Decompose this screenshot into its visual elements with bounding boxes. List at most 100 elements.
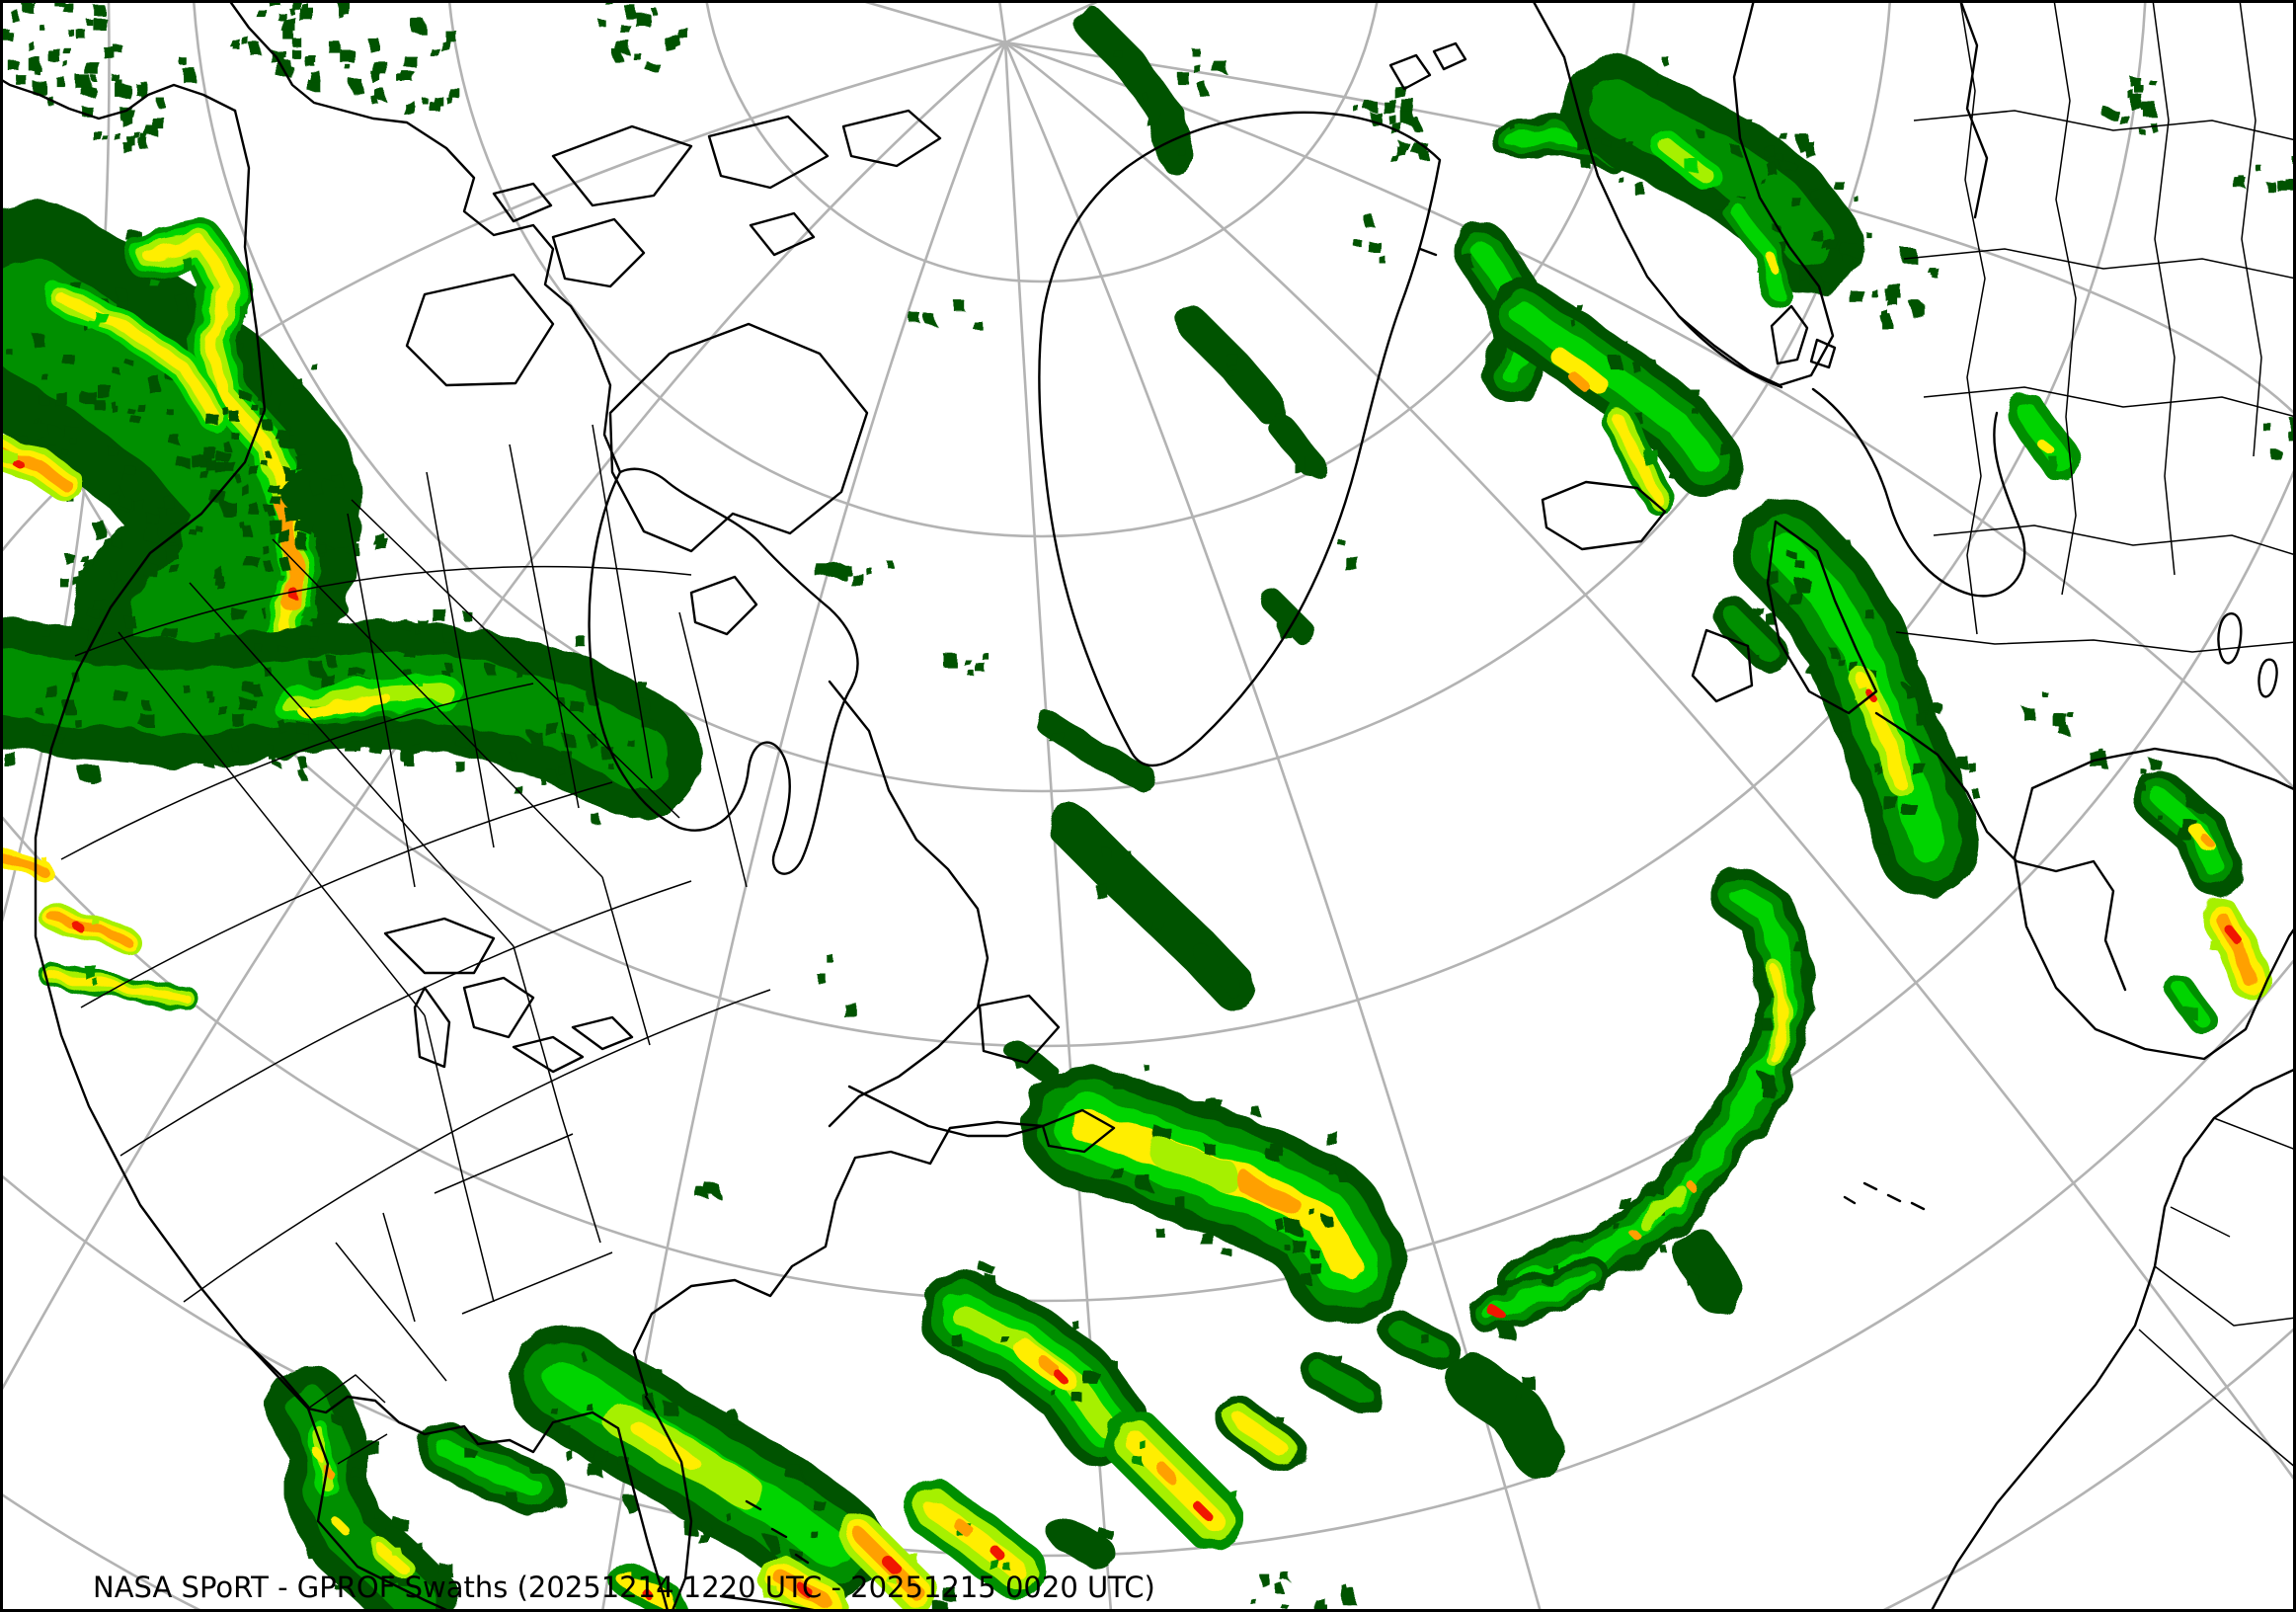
swath-speckle-pixel: [971, 319, 981, 328]
swath-speckle-pixel: [7, 350, 14, 357]
swath-speckle-pixel: [1791, 197, 1801, 207]
coastline-path: [405, 273, 555, 387]
swath-speckle-pixel: [1354, 106, 1360, 113]
precipitation-swath: [39, 904, 139, 953]
swath-speckle-pixel: [182, 684, 189, 691]
swath-speckle-pixel: [925, 314, 935, 324]
swath-intensity-band: [1519, 884, 1797, 1292]
swath-speckle-pixel: [114, 45, 123, 54]
swath-speckle-pixel: [250, 402, 257, 410]
swath-speckle-pixel: [97, 384, 111, 398]
swath-speckle-pixel: [224, 410, 231, 418]
swath-intensity-band: [1488, 1307, 1506, 1321]
swath-speckle-pixel: [1298, 1271, 1309, 1283]
swath-speckle-pixel: [390, 722, 400, 732]
swath-intensity-band: [374, 1543, 409, 1574]
swath-intensity-band: [1673, 1229, 1744, 1316]
swath-speckle-pixel: [1617, 137, 1626, 148]
precipitation-swath: [419, 1422, 563, 1517]
swath-speckle-pixel: [146, 512, 158, 524]
swath-intensity-band: [311, 1447, 327, 1463]
swath-speckle-pixel: [1849, 662, 1859, 672]
swath-speckle-pixel: [1278, 1223, 1288, 1233]
swath-speckle-pixel: [347, 727, 353, 733]
swath-speckle-pixel: [3, 752, 16, 766]
swath-speckle-pixel: [1326, 1133, 1340, 1146]
swath-speckle-pixel: [1278, 624, 1292, 637]
swath-speckle-pixel: [298, 523, 313, 536]
swath-speckle-pixel: [1888, 296, 1901, 308]
swath-speckle-pixel: [219, 707, 229, 717]
latitude-circle: [704, 0, 1380, 283]
precipitation-swath: [1338, 538, 1359, 571]
swath-speckle-pixel: [2150, 759, 2161, 769]
precipitation-swath: [333, 1518, 349, 1534]
swath-speckle-pixel: [1881, 311, 1889, 319]
swath-speckle-pixel: [300, 3, 308, 11]
swath-speckle-pixel: [277, 722, 287, 732]
swath-speckle-pixel: [143, 136, 151, 144]
swath-speckle-pixel: [263, 461, 270, 468]
swath-speckle-pixel: [1877, 845, 1889, 856]
swath-speckle-pixel: [841, 1001, 855, 1015]
swath-speckle-pixel: [91, 596, 103, 608]
precipitation-swath: [640, 1586, 654, 1600]
swath-speckle-pixel: [1139, 1441, 1147, 1449]
swath-speckle-pixel: [86, 62, 101, 77]
swath-speckle-pixel: [594, 1448, 607, 1462]
border-path: [2239, 0, 2262, 457]
precipitation-swath: [1175, 46, 1227, 96]
swath-speckle-pixel: [143, 702, 152, 710]
swath-intensity-band: [1194, 945, 1243, 997]
coastline-path: [1541, 480, 1667, 551]
swath-speckle-pixel: [564, 736, 576, 747]
swath-speckle-pixel: [119, 496, 129, 507]
coastline-path: [227, 0, 622, 474]
swath-speckle-pixel: [41, 27, 47, 33]
swath-speckle-pixel: [2285, 179, 2296, 191]
swath-speckle-pixel: [233, 474, 240, 481]
swath-speckle-pixel: [164, 498, 176, 510]
swath-speckle-pixel: [1761, 180, 1768, 186]
coastline-path: [1958, 0, 1989, 219]
swath-speckle-pixel: [64, 553, 74, 563]
swath-intensity-band: [1685, 1179, 1699, 1193]
swath-speckle-pixel: [63, 3, 73, 13]
swath-speckle-pixel: [219, 499, 234, 514]
swath-speckle-pixel: [671, 36, 681, 46]
latitude-circle: [0, 461, 2296, 1302]
swath-speckle-pixel: [2148, 78, 2155, 85]
border-path: [2138, 1117, 2296, 1469]
swath-speckle-pixel: [378, 1531, 389, 1542]
swath-speckle-pixel: [584, 1402, 592, 1410]
swath-speckle-pixel: [2187, 797, 2199, 809]
swath-speckle-pixel: [371, 744, 382, 755]
border-path: [424, 876, 651, 1303]
swath-speckle-pixel: [417, 619, 429, 631]
swath-speckle-pixel: [1968, 764, 1977, 772]
swath-speckle-pixel: [27, 41, 35, 49]
swath-speckle-pixel: [123, 615, 135, 627]
border-path: [183, 989, 771, 1303]
precipitation-swath: [2006, 392, 2083, 483]
swath-speckle-pixel: [1792, 937, 1805, 951]
swath-speckle-pixel: [2256, 165, 2262, 172]
swath-speckle-pixel: [353, 1468, 365, 1481]
swath-speckle-pixel: [77, 76, 92, 91]
swath-speckle-pixel: [192, 530, 198, 538]
swath-intensity-band: [1723, 607, 1778, 662]
precipitation-swath: [1500, 865, 1816, 1311]
swath-speckle-pixel: [248, 504, 260, 516]
swath-speckle-pixel: [1393, 85, 1407, 98]
swath-speckle-pixel: [366, 1441, 380, 1455]
swath-speckle-pixel: [246, 556, 259, 569]
swath-speckle-pixel: [238, 696, 252, 710]
swath-speckle-pixel: [1786, 162, 1796, 172]
swath-speckle-pixel: [128, 138, 139, 149]
swath-speckle-pixel: [1338, 538, 1344, 545]
swath-speckle-pixel: [273, 497, 283, 508]
swath-speckle-pixel: [1213, 59, 1227, 73]
swath-intensity-band: [436, 1440, 545, 1499]
swath-speckle-pixel: [345, 64, 351, 70]
